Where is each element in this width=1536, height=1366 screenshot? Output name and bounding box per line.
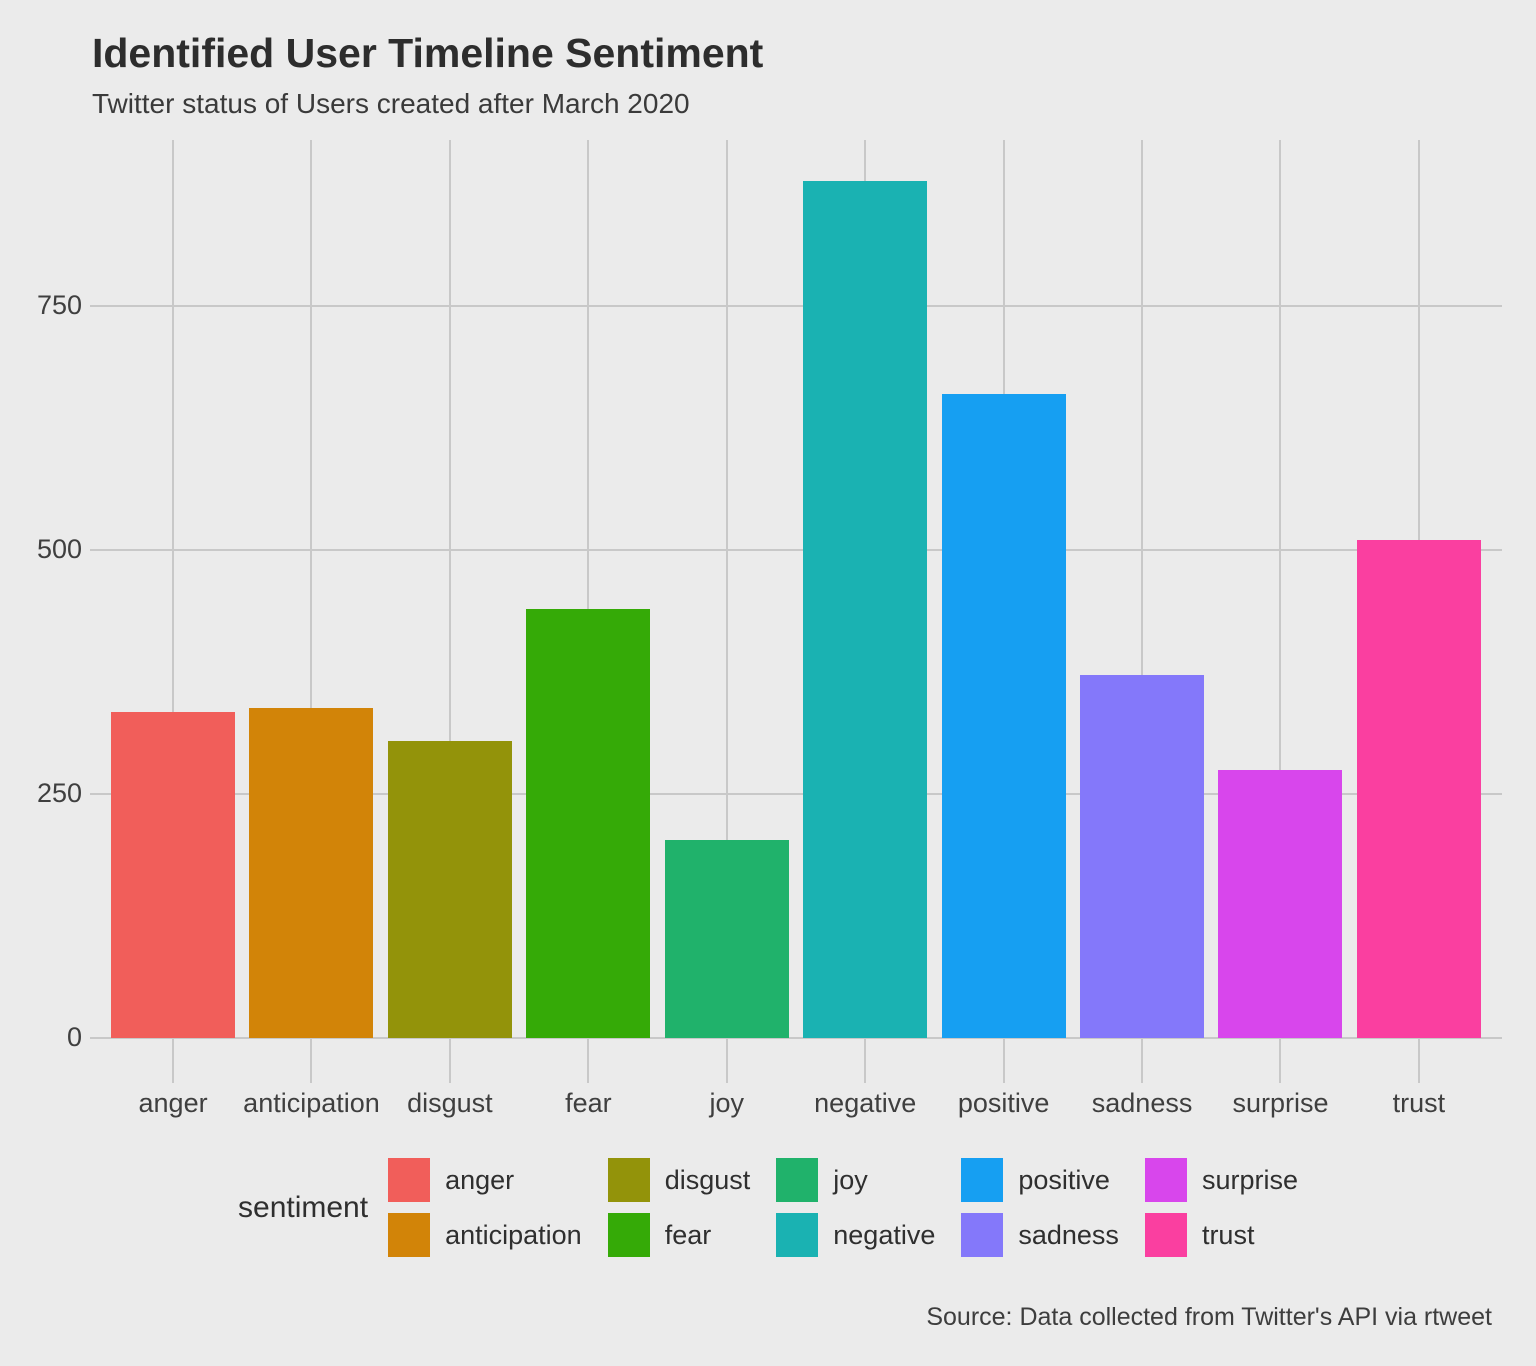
x-gridline-sadness bbox=[1141, 140, 1144, 1083]
bar-negative bbox=[803, 180, 928, 1038]
bar-anger bbox=[111, 712, 236, 1038]
x-gridline-surprise bbox=[1279, 140, 1282, 1083]
x-gridline-anticipation bbox=[310, 140, 313, 1083]
legend-label: trust bbox=[1201, 1219, 1255, 1250]
legend-entry-disgust: disgust bbox=[607, 1158, 751, 1202]
legend-entry-anticipation: anticipation bbox=[388, 1213, 582, 1257]
x-axis-tick-label-positive: positive bbox=[957, 1088, 1050, 1118]
legend-key-swatch-surprise bbox=[1144, 1158, 1187, 1202]
bar-disgust bbox=[387, 741, 512, 1038]
legend-entries: anger anticipation disgust fear joy negative p… bbox=[388, 1158, 1298, 1257]
chart-title: Identified User Timeline Sentiment bbox=[92, 30, 764, 76]
bar-trust bbox=[1356, 539, 1481, 1038]
legend-entry-sadness: sadness bbox=[961, 1213, 1119, 1257]
y-axis-tick-label: 250 bbox=[36, 778, 82, 809]
legend-label: anticipation bbox=[445, 1219, 582, 1250]
y-axis-tick-label: 0 bbox=[66, 1022, 82, 1052]
legend-key-swatch-anticipation bbox=[388, 1213, 431, 1257]
legend-entry-joy: joy bbox=[776, 1158, 935, 1202]
x-axis-tick-label-sadness: sadness bbox=[1091, 1088, 1193, 1118]
legend-label: fear bbox=[664, 1219, 712, 1250]
source-caption: Source: Data collected from Twitter's AP… bbox=[926, 1303, 1492, 1331]
legend-entry-anger: anger bbox=[388, 1158, 582, 1202]
x-axis-tick-label-joy: joy bbox=[709, 1088, 745, 1118]
x-axis-tick-label-anger: anger bbox=[138, 1088, 208, 1118]
y-gridline-0 bbox=[90, 1037, 1502, 1039]
legend-key-swatch-anger bbox=[388, 1158, 431, 1202]
y-axis-tick-label: 750 bbox=[36, 290, 82, 321]
y-axis-tick-label: 500 bbox=[36, 534, 82, 565]
legend-key-swatch-trust bbox=[1144, 1213, 1187, 1257]
x-axis-tick-label-disgust: disgust bbox=[407, 1088, 493, 1118]
x-gridline-joy bbox=[725, 140, 728, 1083]
y-gridline-500 bbox=[90, 549, 1502, 552]
legend-entry-fear: fear bbox=[607, 1213, 751, 1257]
legend-label: sadness bbox=[1018, 1219, 1119, 1250]
x-axis-tick-label-fear: fear bbox=[565, 1088, 612, 1118]
legend-key-swatch-fear bbox=[607, 1213, 650, 1257]
legend: sentiment anger anticipation disgust fear jo… bbox=[0, 1158, 1536, 1257]
legend-label: negative bbox=[833, 1219, 936, 1250]
chart-subtitle: Twitter status of Users created after Ma… bbox=[92, 88, 690, 119]
bar-sadness bbox=[1080, 675, 1205, 1038]
y-gridline-250 bbox=[90, 793, 1502, 796]
legend-entry-positive: positive bbox=[961, 1158, 1119, 1202]
legend-entry-negative: negative bbox=[776, 1213, 935, 1257]
legend-key-swatch-positive bbox=[961, 1158, 1004, 1202]
x-gridline-disgust bbox=[448, 140, 451, 1083]
legend-entry-surprise: surprise bbox=[1144, 1158, 1298, 1202]
bar-joy bbox=[664, 839, 789, 1038]
bar-surprise bbox=[1218, 769, 1343, 1038]
legend-label: positive bbox=[1018, 1164, 1110, 1195]
y-gridline-750 bbox=[90, 305, 1502, 308]
x-axis-tick-label-trust: trust bbox=[1392, 1088, 1446, 1118]
bar-fear bbox=[526, 608, 651, 1038]
x-gridline-anger bbox=[172, 140, 175, 1083]
legend-key-swatch-joy bbox=[776, 1158, 819, 1202]
x-axis-tick-label-negative: negative bbox=[814, 1088, 917, 1118]
legend-label: joy bbox=[833, 1164, 868, 1195]
bar-positive bbox=[941, 394, 1066, 1038]
x-axis-tick-label-surprise: surprise bbox=[1232, 1088, 1329, 1118]
legend-key-swatch-disgust bbox=[607, 1158, 650, 1202]
bar-anticipation bbox=[249, 708, 374, 1038]
legend-key-swatch-sadness bbox=[961, 1213, 1004, 1257]
legend-title: sentiment bbox=[238, 1190, 369, 1224]
legend-label: anger bbox=[445, 1164, 515, 1195]
legend-label: disgust bbox=[664, 1164, 751, 1195]
x-axis-tick-label-anticipation: anticipation bbox=[243, 1088, 380, 1118]
legend-label: surprise bbox=[1201, 1164, 1298, 1195]
legend-entry-trust: trust bbox=[1144, 1213, 1298, 1257]
legend-key-swatch-negative bbox=[776, 1213, 819, 1257]
